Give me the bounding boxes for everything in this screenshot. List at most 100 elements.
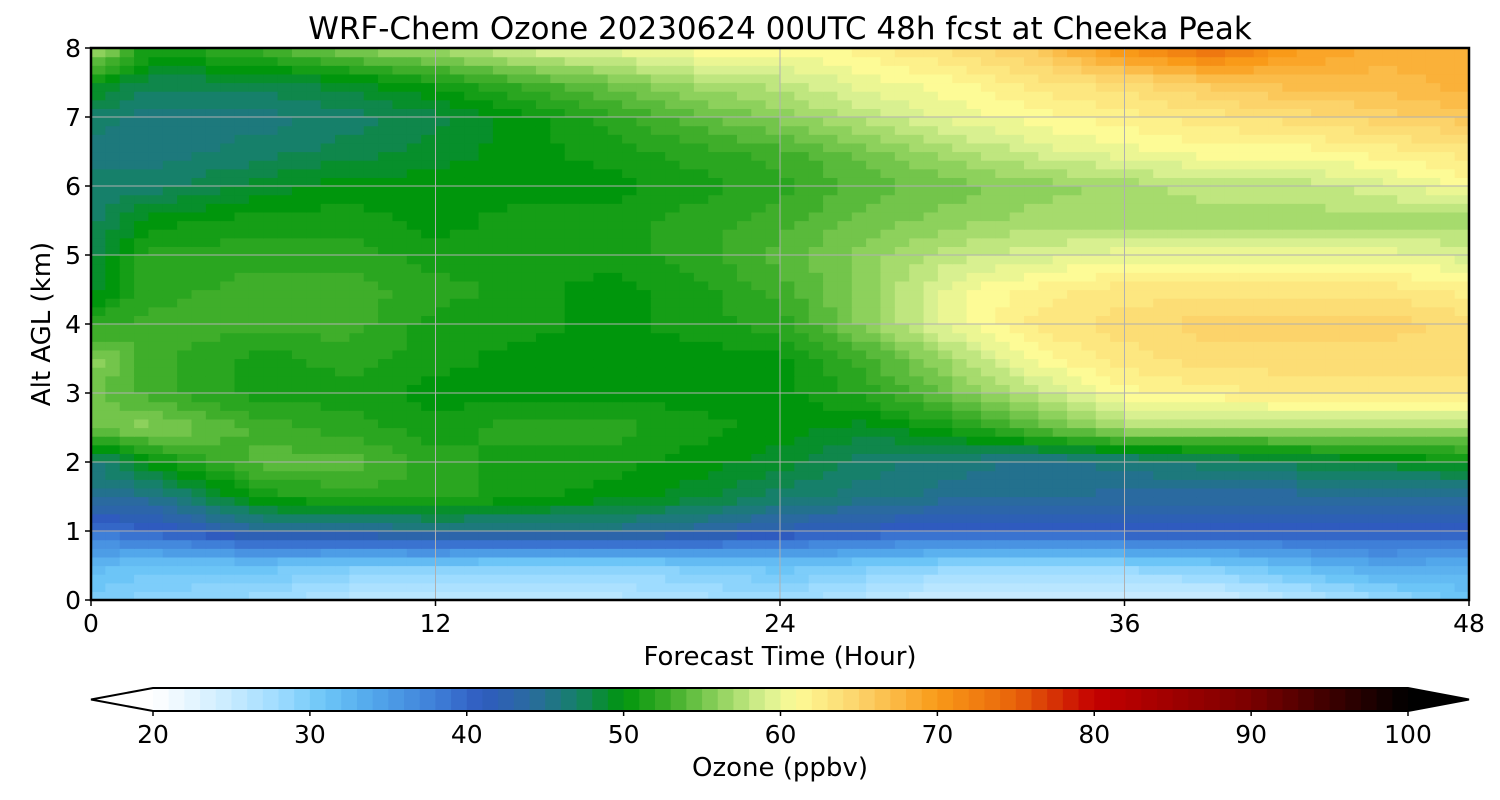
heatmap-cell — [808, 565, 824, 575]
heatmap-cell — [1038, 358, 1054, 368]
heatmap-cell — [823, 306, 839, 316]
heatmap-cell — [593, 315, 609, 325]
heatmap-cell — [1239, 531, 1255, 541]
heatmap-cell — [406, 203, 422, 213]
heatmap-cell — [449, 177, 465, 187]
heatmap-cell — [1038, 505, 1054, 515]
heatmap-cell — [1311, 453, 1327, 463]
heatmap-cell — [564, 341, 580, 351]
heatmap-cell — [1124, 160, 1140, 170]
heatmap-cell — [234, 505, 250, 515]
heatmap-cell — [205, 375, 221, 385]
heatmap-cell — [1067, 548, 1083, 558]
heatmap-cell — [248, 263, 264, 273]
heatmap-cell — [1368, 384, 1384, 394]
heatmap-cell — [507, 565, 523, 575]
heatmap-cell — [1354, 513, 1370, 523]
heatmap-cell — [894, 436, 910, 446]
heatmap-cell — [1253, 574, 1269, 584]
heatmap-cell — [306, 375, 322, 385]
heatmap-cell — [306, 263, 322, 273]
heatmap-cell — [1052, 229, 1068, 239]
heatmap-cell — [593, 410, 609, 420]
heatmap-cell — [1411, 341, 1427, 351]
heatmap-cell — [851, 324, 867, 334]
heatmap-cell — [650, 186, 666, 196]
heatmap-cell — [894, 539, 910, 549]
heatmap-cell — [1311, 444, 1327, 454]
heatmap-cell — [363, 496, 379, 506]
heatmap-cell — [1354, 427, 1370, 437]
heatmap-cell — [636, 349, 652, 360]
heatmap-cell — [708, 393, 724, 403]
heatmap-cell — [162, 160, 178, 170]
heatmap-cell — [464, 306, 480, 316]
heatmap-cell — [320, 324, 336, 334]
heatmap-cell — [880, 289, 896, 299]
heatmap-cell — [177, 548, 193, 558]
heatmap-cell — [780, 453, 795, 463]
heatmap-cell — [851, 280, 867, 291]
heatmap-cell — [1397, 255, 1413, 265]
heatmap-cell — [291, 332, 307, 342]
heatmap-cell — [808, 194, 824, 204]
heatmap-cell — [1052, 272, 1068, 282]
heatmap-cell — [291, 263, 307, 273]
heatmap-cell — [1339, 574, 1355, 584]
heatmap-cell — [492, 203, 508, 213]
heatmap-cell — [1009, 565, 1025, 575]
heatmap-cell — [291, 237, 307, 247]
heatmap-cell — [679, 539, 695, 549]
heatmap-cell — [665, 151, 681, 161]
heatmap-cell — [550, 565, 566, 575]
heatmap-cell — [564, 539, 580, 549]
heatmap-cell — [1440, 298, 1456, 308]
heatmap-cell — [320, 539, 336, 549]
heatmap-cell — [263, 539, 279, 549]
heatmap-cell — [1038, 324, 1054, 334]
heatmap-cell — [363, 358, 379, 368]
heatmap-cell — [535, 582, 551, 592]
heatmap-cell — [335, 410, 350, 420]
heatmap-cell — [1368, 410, 1384, 420]
heatmap-cell — [593, 556, 609, 567]
heatmap-cell — [1311, 306, 1327, 316]
heatmap-cell — [1397, 582, 1413, 592]
heatmap-cell — [794, 151, 810, 161]
heatmap-cell — [650, 272, 666, 282]
heatmap-cell — [736, 591, 752, 601]
heatmap-cell — [134, 539, 150, 549]
heatmap-cell — [162, 393, 178, 403]
heatmap-cell — [1368, 505, 1384, 515]
heatmap-cell — [421, 531, 437, 541]
heatmap-cell — [1425, 263, 1441, 273]
heatmap-cell — [134, 220, 150, 230]
heatmap-cell — [665, 513, 681, 523]
heatmap-cell — [808, 220, 824, 230]
heatmap-cell — [464, 263, 480, 273]
heatmap-cell — [780, 160, 795, 170]
heatmap-cell — [134, 349, 150, 360]
heatmap-cell — [521, 556, 537, 567]
heatmap-cell — [679, 306, 695, 316]
heatmap-cell — [650, 531, 666, 541]
heatmap-cell — [1210, 160, 1226, 170]
heatmap-cell — [1454, 246, 1470, 256]
heatmap-cell — [1253, 194, 1269, 204]
heatmap-cell — [837, 306, 853, 316]
heatmap-cell — [392, 487, 408, 498]
heatmap-cell — [1138, 427, 1154, 437]
heatmap-cell — [765, 436, 781, 446]
heatmap-cell — [1095, 591, 1111, 601]
heatmap-cell — [335, 375, 350, 385]
heatmap-cell — [535, 487, 551, 498]
heatmap-cell — [1397, 522, 1413, 532]
heatmap-cell — [220, 574, 236, 584]
heatmap-cell — [1425, 349, 1441, 360]
heatmap-cell — [1196, 246, 1212, 256]
heatmap-cell — [866, 591, 882, 601]
heatmap-cell — [1124, 479, 1140, 489]
heatmap-cell — [966, 582, 982, 592]
heatmap-cell — [378, 151, 394, 161]
heatmap-cell — [478, 565, 494, 575]
